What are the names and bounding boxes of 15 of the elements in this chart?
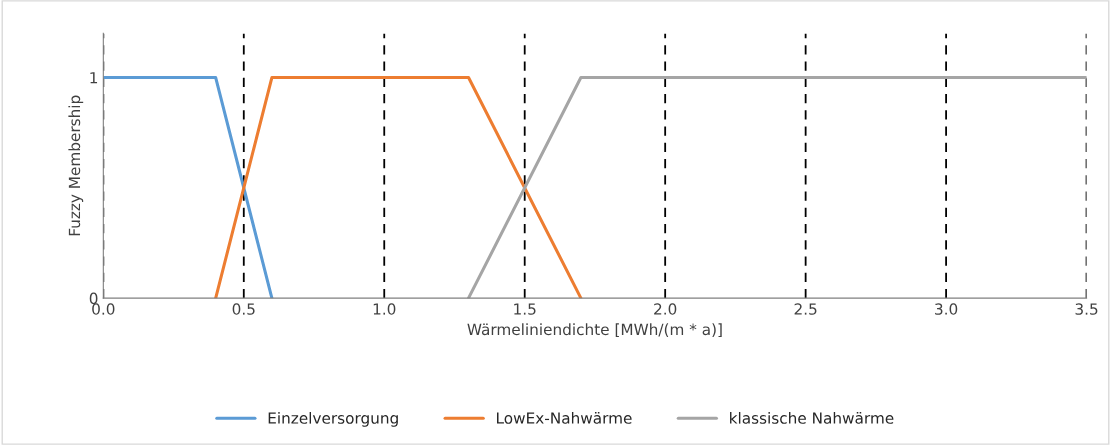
- x-tick-label: 3.0: [935, 303, 958, 315]
- x-tick-label: 3.5: [1075, 303, 1098, 315]
- x-tick-label: 0.5: [232, 303, 255, 315]
- x-tick-label: 2.0: [654, 303, 677, 315]
- legend-label: Einzelversorgung: [268, 412, 398, 427]
- legend-label: LowEx-Nahwärme: [497, 412, 632, 424]
- x-tick-label: 2.5: [794, 303, 817, 315]
- y-tick-label: 0: [89, 292, 98, 305]
- legend-label: klassische Nahwärme: [730, 412, 894, 424]
- x-tick-label: 0.0: [92, 303, 115, 315]
- x-axis-title: Wärmeliniendichte [MWh/(m * a)]: [467, 323, 722, 337]
- x-tick-label: 1.5: [514, 303, 536, 315]
- y-tick-label: 1: [90, 72, 98, 84]
- y-axis-title: Fuzzy Membership: [68, 95, 84, 236]
- x-tick-label: 1.0: [373, 303, 396, 315]
